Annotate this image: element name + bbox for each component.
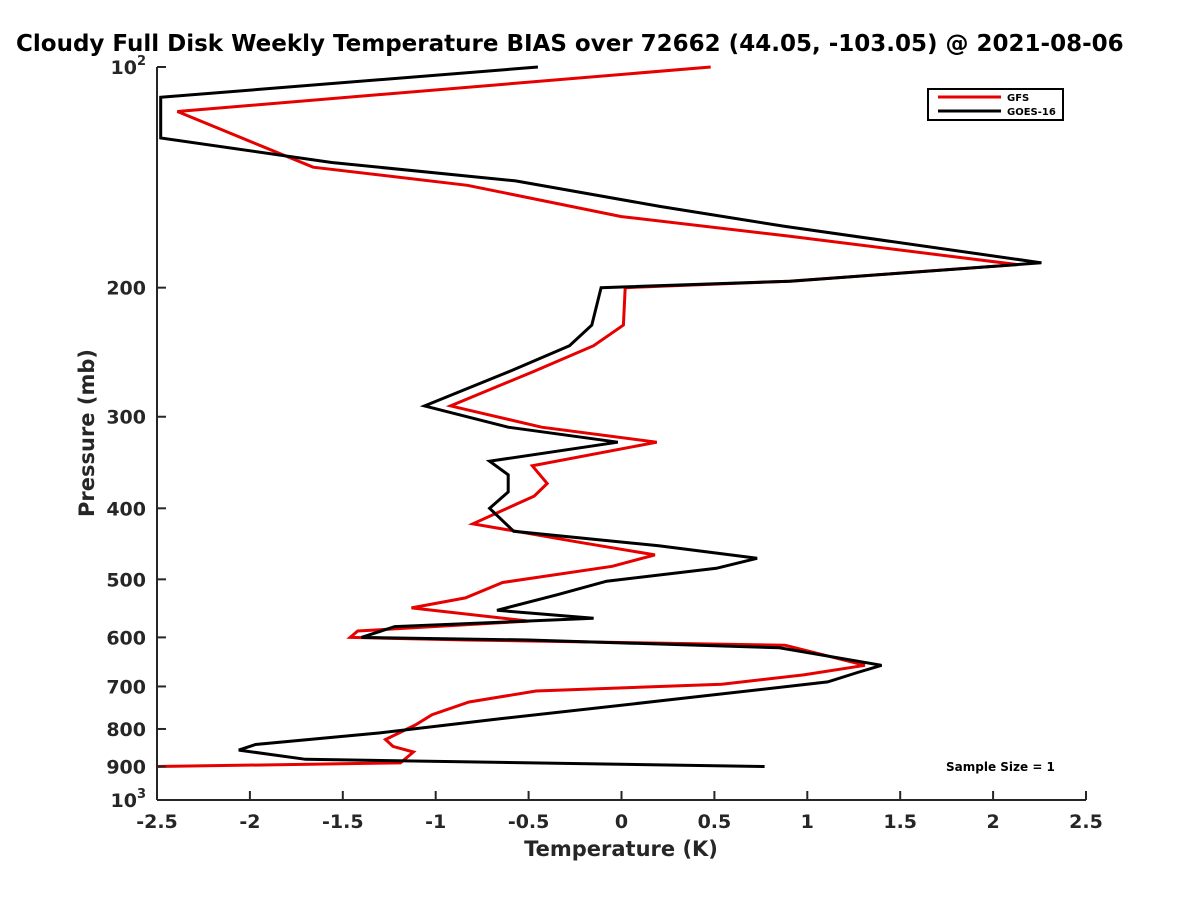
series-line-0 (156, 65, 1018, 768)
x-tick-label: 2.5 (1069, 811, 1103, 833)
legend-label-1: GOES-16 (1007, 107, 1056, 118)
y-tick-label: 102 (111, 54, 147, 79)
y-tick-label: 700 (106, 676, 146, 698)
x-tick-label: -2 (239, 811, 260, 833)
x-tick-label: -1 (425, 811, 446, 833)
y-tick-label: 200 (106, 278, 146, 300)
y-tick-label: 500 (106, 569, 146, 591)
x-tick-label: 2 (986, 811, 999, 833)
x-tick-label: -2.5 (136, 811, 178, 833)
y-tick-label: 300 (106, 407, 146, 429)
x-tick-label: 1.5 (883, 811, 917, 833)
sample-size-annotation: Sample Size = 1 (946, 760, 1055, 774)
y-tick-label: 600 (106, 627, 146, 649)
y-tick-label: 900 (106, 756, 146, 778)
axes-layer: -2.5 -2 -1.5 -1 -0.5 0 0.5 1 1.5 2 2.5 102 200 300 400… (106, 54, 1103, 833)
y-tick-label: 800 (106, 719, 146, 741)
x-tick-label: 0.5 (698, 811, 732, 833)
x-tick-label: 1 (801, 811, 814, 833)
x-tick-label: 0 (615, 811, 628, 833)
x-tick-label: -1.5 (322, 811, 364, 833)
legend-box (927, 88, 1064, 121)
series-layer (156, 65, 1042, 768)
chart-title: Cloudy Full Disk Weekly Temperature BIAS… (16, 31, 1124, 57)
x-axis-label: Temperature (K) (524, 837, 718, 861)
y-axis-label: Pressure (mb) (75, 349, 99, 517)
legend: GFS GOES-16 (927, 88, 1064, 121)
legend-label-0: GFS (1007, 93, 1029, 104)
y-tick-label: 400 (106, 498, 146, 520)
x-tick-label: -0.5 (508, 811, 550, 833)
series-line-1 (159, 65, 1042, 768)
y-tick-label: 103 (111, 787, 147, 812)
